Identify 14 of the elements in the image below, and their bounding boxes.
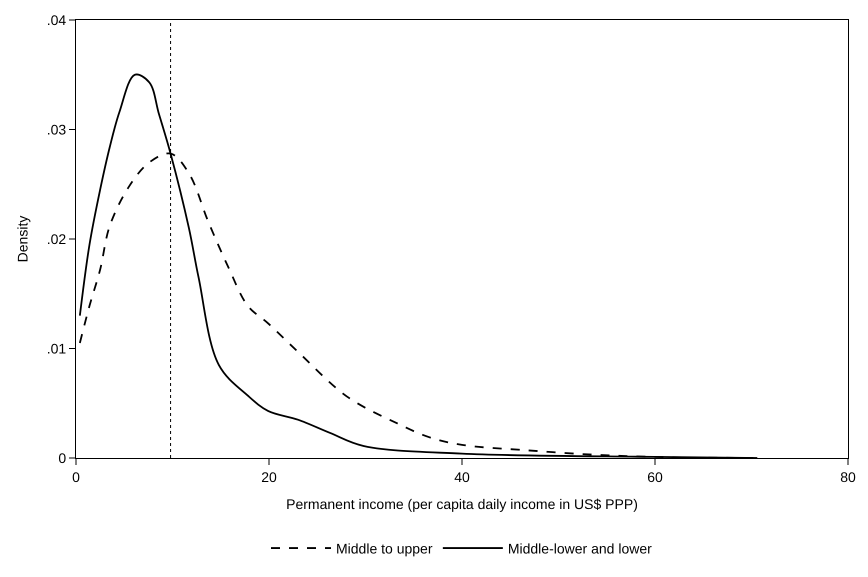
x-tick-label: 40 (454, 468, 470, 485)
x-tick-label: 20 (261, 468, 277, 485)
y-tick-label: 0 (58, 450, 66, 466)
legend-label: Middle to upper (336, 540, 433, 557)
y-tick-label: .02 (46, 230, 66, 247)
x-tick-label: 80 (840, 468, 856, 485)
x-tick-label: 60 (647, 468, 663, 485)
y-tick-label: .01 (46, 340, 66, 356)
y-tick-label: .03 (46, 121, 66, 138)
y-tick-label: .04 (46, 12, 66, 28)
y-axis-title: Density (14, 216, 30, 262)
x-tick-label: 0 (72, 468, 80, 485)
legend-label: Middle-lower and lower (508, 540, 652, 557)
x-axis-title: Permanent income (per capita daily income in US$ PPP) (286, 496, 638, 512)
